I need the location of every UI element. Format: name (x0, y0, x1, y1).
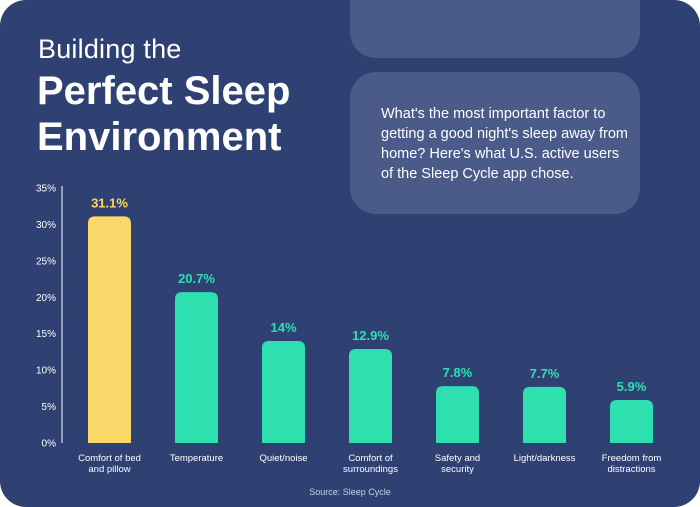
description-panel (350, 72, 640, 214)
y-tick-label: 25% (36, 256, 56, 267)
title-line-1: Building the (38, 34, 182, 64)
y-tick-label: 10% (36, 366, 56, 377)
data-label: 7.7% (530, 366, 560, 381)
data-label: 5.9% (617, 379, 647, 394)
source-note: Source: Sleep Cycle (309, 487, 391, 497)
category-label: Quiet/noise (259, 453, 307, 464)
decorative-panel (350, 0, 640, 58)
category-label: Comfort of surroundings (343, 453, 398, 475)
category-label: Safety and security (435, 453, 480, 475)
y-tick-label: 0% (42, 439, 57, 450)
data-label: 20.7% (178, 271, 215, 286)
bar (262, 341, 305, 443)
data-label: 14% (270, 320, 296, 335)
y-tick-label: 5% (42, 402, 57, 413)
title-line-2: Perfect Sleep Environment (37, 69, 291, 159)
category-label: Freedom from distractions (602, 453, 662, 475)
bar (349, 349, 392, 443)
y-tick-label: 15% (36, 329, 56, 340)
data-label: 12.9% (352, 328, 389, 343)
category-label: Temperature (170, 453, 223, 464)
bar (523, 386, 566, 443)
bar (610, 400, 653, 443)
y-tick-label: 30% (36, 220, 56, 231)
data-label: 7.8% (443, 365, 473, 380)
data-label: 31.1% (91, 195, 128, 210)
bar (436, 386, 479, 443)
category-label: Light/darkness (514, 453, 576, 464)
bar (175, 292, 218, 443)
y-tick-label: 35% (36, 184, 56, 195)
bar (88, 216, 131, 443)
y-tick-label: 20% (36, 293, 56, 304)
description-text: What's the most important factor to gett… (381, 106, 629, 182)
category-label: Comfort of bed and pillow (78, 453, 141, 475)
